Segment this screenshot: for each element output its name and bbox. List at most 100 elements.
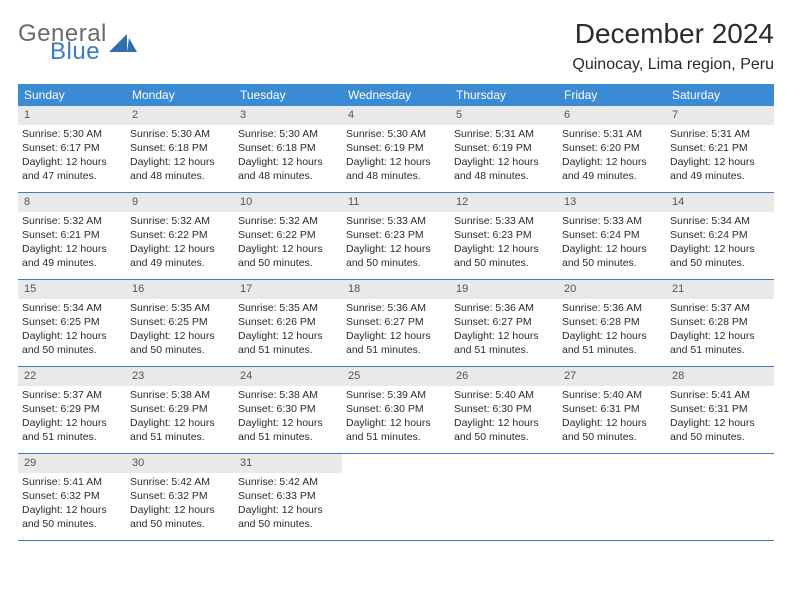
calendar-day-cell: 17Sunrise: 5:35 AMSunset: 6:26 PMDayligh… xyxy=(234,280,342,366)
day-details: Sunrise: 5:33 AMSunset: 6:23 PMDaylight:… xyxy=(450,212,558,275)
daylight-line: Daylight: 12 hours and 48 minutes. xyxy=(238,155,338,183)
sunset-line: Sunset: 6:24 PM xyxy=(670,228,770,242)
sunset-line: Sunset: 6:21 PM xyxy=(22,228,122,242)
day-details: Sunrise: 5:36 AMSunset: 6:28 PMDaylight:… xyxy=(558,299,666,362)
day-details: Sunrise: 5:38 AMSunset: 6:30 PMDaylight:… xyxy=(234,386,342,449)
day-number: 1 xyxy=(18,106,126,125)
day-number: 16 xyxy=(126,280,234,299)
sunrise-line: Sunrise: 5:38 AM xyxy=(130,388,230,402)
daylight-line: Daylight: 12 hours and 50 minutes. xyxy=(22,503,122,531)
day-number: 8 xyxy=(18,193,126,212)
day-details: Sunrise: 5:38 AMSunset: 6:29 PMDaylight:… xyxy=(126,386,234,449)
day-details: Sunrise: 5:30 AMSunset: 6:18 PMDaylight:… xyxy=(234,125,342,188)
calendar-week-row: 22Sunrise: 5:37 AMSunset: 6:29 PMDayligh… xyxy=(18,367,774,454)
calendar: SundayMondayTuesdayWednesdayThursdayFrid… xyxy=(18,84,774,541)
sunset-line: Sunset: 6:25 PM xyxy=(130,315,230,329)
day-number: 11 xyxy=(342,193,450,212)
calendar-day-cell: . xyxy=(666,454,774,540)
sunrise-line: Sunrise: 5:32 AM xyxy=(238,214,338,228)
calendar-day-cell: 4Sunrise: 5:30 AMSunset: 6:19 PMDaylight… xyxy=(342,106,450,192)
day-number: 6 xyxy=(558,106,666,125)
sunrise-line: Sunrise: 5:31 AM xyxy=(454,127,554,141)
sunset-line: Sunset: 6:33 PM xyxy=(238,489,338,503)
sunrise-line: Sunrise: 5:41 AM xyxy=(22,475,122,489)
day-details: Sunrise: 5:36 AMSunset: 6:27 PMDaylight:… xyxy=(342,299,450,362)
day-details: Sunrise: 5:31 AMSunset: 6:21 PMDaylight:… xyxy=(666,125,774,188)
day-details: Sunrise: 5:34 AMSunset: 6:24 PMDaylight:… xyxy=(666,212,774,275)
day-number: 19 xyxy=(450,280,558,299)
sunset-line: Sunset: 6:27 PM xyxy=(346,315,446,329)
day-details xyxy=(342,473,450,479)
calendar-day-cell: 31Sunrise: 5:42 AMSunset: 6:33 PMDayligh… xyxy=(234,454,342,540)
daylight-line: Daylight: 12 hours and 51 minutes. xyxy=(22,416,122,444)
calendar-day-cell: 29Sunrise: 5:41 AMSunset: 6:32 PMDayligh… xyxy=(18,454,126,540)
sunrise-line: Sunrise: 5:34 AM xyxy=(22,301,122,315)
day-number: 26 xyxy=(450,367,558,386)
day-number: 17 xyxy=(234,280,342,299)
sunrise-line: Sunrise: 5:30 AM xyxy=(130,127,230,141)
day-number: 10 xyxy=(234,193,342,212)
sunrise-line: Sunrise: 5:33 AM xyxy=(346,214,446,228)
sunset-line: Sunset: 6:32 PM xyxy=(22,489,122,503)
day-number: 3 xyxy=(234,106,342,125)
calendar-day-cell: 12Sunrise: 5:33 AMSunset: 6:23 PMDayligh… xyxy=(450,193,558,279)
header: General Blue December 2024 Quinocay, Lim… xyxy=(18,18,774,74)
weekday-header: Friday xyxy=(558,84,666,106)
day-details: Sunrise: 5:36 AMSunset: 6:27 PMDaylight:… xyxy=(450,299,558,362)
day-details: Sunrise: 5:37 AMSunset: 6:29 PMDaylight:… xyxy=(18,386,126,449)
day-details xyxy=(450,473,558,479)
day-number: 4 xyxy=(342,106,450,125)
day-number: 24 xyxy=(234,367,342,386)
sunset-line: Sunset: 6:18 PM xyxy=(130,141,230,155)
daylight-line: Daylight: 12 hours and 50 minutes. xyxy=(562,242,662,270)
sunrise-line: Sunrise: 5:31 AM xyxy=(562,127,662,141)
day-details xyxy=(558,473,666,479)
sunset-line: Sunset: 6:19 PM xyxy=(454,141,554,155)
calendar-day-cell: 21Sunrise: 5:37 AMSunset: 6:28 PMDayligh… xyxy=(666,280,774,366)
sunset-line: Sunset: 6:24 PM xyxy=(562,228,662,242)
sunset-line: Sunset: 6:23 PM xyxy=(346,228,446,242)
sunrise-line: Sunrise: 5:36 AM xyxy=(346,301,446,315)
sunset-line: Sunset: 6:30 PM xyxy=(238,402,338,416)
day-details: Sunrise: 5:30 AMSunset: 6:17 PMDaylight:… xyxy=(18,125,126,188)
sunrise-line: Sunrise: 5:34 AM xyxy=(670,214,770,228)
daylight-line: Daylight: 12 hours and 50 minutes. xyxy=(454,242,554,270)
day-details: Sunrise: 5:34 AMSunset: 6:25 PMDaylight:… xyxy=(18,299,126,362)
calendar-day-cell: 1Sunrise: 5:30 AMSunset: 6:17 PMDaylight… xyxy=(18,106,126,192)
title-block: December 2024 Quinocay, Lima region, Per… xyxy=(572,18,774,74)
weekday-header: Wednesday xyxy=(342,84,450,106)
sunset-line: Sunset: 6:29 PM xyxy=(22,402,122,416)
sunrise-line: Sunrise: 5:36 AM xyxy=(454,301,554,315)
sunrise-line: Sunrise: 5:39 AM xyxy=(346,388,446,402)
day-number: 31 xyxy=(234,454,342,473)
day-details: Sunrise: 5:40 AMSunset: 6:30 PMDaylight:… xyxy=(450,386,558,449)
day-details: Sunrise: 5:42 AMSunset: 6:32 PMDaylight:… xyxy=(126,473,234,536)
day-number: 14 xyxy=(666,193,774,212)
calendar-day-cell: 8Sunrise: 5:32 AMSunset: 6:21 PMDaylight… xyxy=(18,193,126,279)
sunset-line: Sunset: 6:28 PM xyxy=(670,315,770,329)
weekday-header: Monday xyxy=(126,84,234,106)
day-details xyxy=(666,473,774,479)
day-details: Sunrise: 5:31 AMSunset: 6:19 PMDaylight:… xyxy=(450,125,558,188)
daylight-line: Daylight: 12 hours and 50 minutes. xyxy=(22,329,122,357)
sunset-line: Sunset: 6:22 PM xyxy=(238,228,338,242)
day-details: Sunrise: 5:41 AMSunset: 6:32 PMDaylight:… xyxy=(18,473,126,536)
day-details: Sunrise: 5:35 AMSunset: 6:26 PMDaylight:… xyxy=(234,299,342,362)
sunset-line: Sunset: 6:28 PM xyxy=(562,315,662,329)
calendar-day-cell: 10Sunrise: 5:32 AMSunset: 6:22 PMDayligh… xyxy=(234,193,342,279)
calendar-day-cell: 22Sunrise: 5:37 AMSunset: 6:29 PMDayligh… xyxy=(18,367,126,453)
sunset-line: Sunset: 6:19 PM xyxy=(346,141,446,155)
calendar-day-cell: 15Sunrise: 5:34 AMSunset: 6:25 PMDayligh… xyxy=(18,280,126,366)
calendar-day-cell: 20Sunrise: 5:36 AMSunset: 6:28 PMDayligh… xyxy=(558,280,666,366)
daylight-line: Daylight: 12 hours and 50 minutes. xyxy=(454,416,554,444)
day-number: 23 xyxy=(126,367,234,386)
calendar-day-cell: 3Sunrise: 5:30 AMSunset: 6:18 PMDaylight… xyxy=(234,106,342,192)
calendar-body: 1Sunrise: 5:30 AMSunset: 6:17 PMDaylight… xyxy=(18,106,774,541)
day-number: 20 xyxy=(558,280,666,299)
day-details: Sunrise: 5:33 AMSunset: 6:24 PMDaylight:… xyxy=(558,212,666,275)
daylight-line: Daylight: 12 hours and 50 minutes. xyxy=(670,416,770,444)
day-number: 5 xyxy=(450,106,558,125)
daylight-line: Daylight: 12 hours and 47 minutes. xyxy=(22,155,122,183)
calendar-day-cell: . xyxy=(342,454,450,540)
sunset-line: Sunset: 6:31 PM xyxy=(562,402,662,416)
